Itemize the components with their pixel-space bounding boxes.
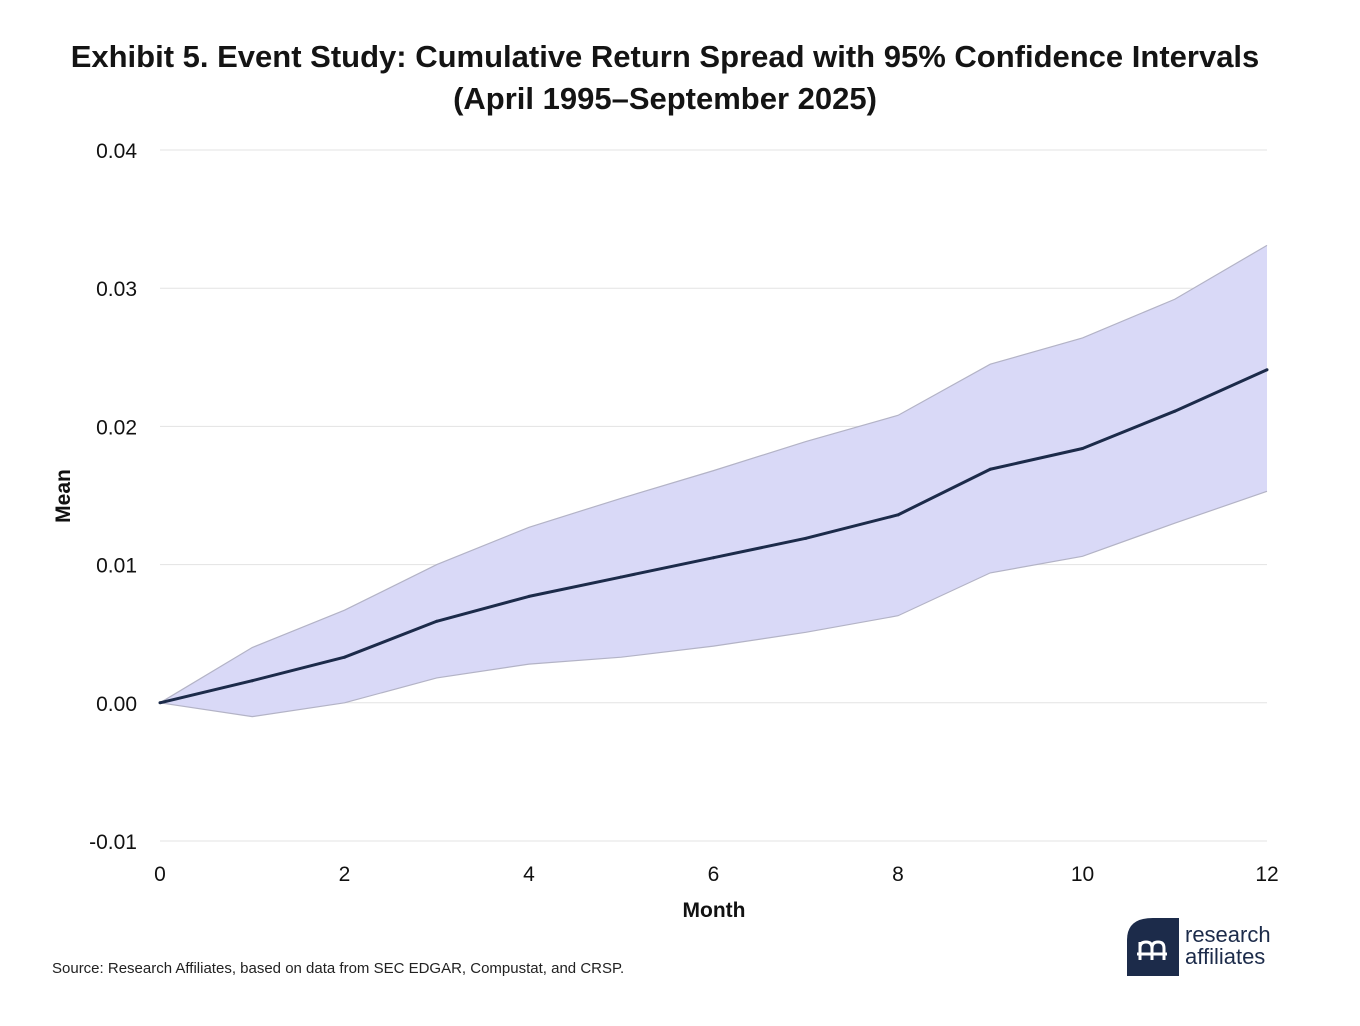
confidence-band-area [160,245,1267,717]
mean-point-7 [804,536,808,540]
x-tick-label-3: 6 [708,863,720,886]
confidence-band-layer [159,244,1268,718]
y-axis-title: Mean [52,469,75,523]
mean-point-6 [712,556,715,560]
y-tick-label-3: 0.02 [96,416,137,439]
mean-point-9 [988,467,992,471]
mean-line-layer [158,368,1269,705]
y-tick-label-0: -0.01 [89,831,137,854]
logo-mark-icon [1127,918,1179,976]
y-tick-label-1: 0.00 [96,693,137,716]
y-axis-ticks: -0.01 0.00 0.01 0.02 0.03 0.04 [89,140,137,854]
x-axis-title: Month [683,899,746,922]
y-tick-label-4: 0.03 [96,278,137,301]
mean-point-11 [1173,409,1177,413]
y-tick-label-2: 0.01 [96,555,137,578]
mean-point-2 [343,655,346,659]
x-tick-label-0: 0 [154,863,166,886]
lower-bound-line [159,490,1268,718]
event-study-chart: -0.01 0.00 0.01 0.02 0.03 0.04 0 2 4 6 8 10 12 Mean… [52,140,1279,922]
mean-point-3 [435,619,439,623]
x-tick-label-4: 8 [892,863,904,886]
x-axis-ticks: 0 2 4 6 8 10 12 [154,863,1279,886]
y-tick-label-5: 0.04 [96,140,137,163]
logo-wordmark: research affiliates [1185,924,1271,968]
research-affiliates-logo: research affiliates [1127,918,1287,976]
mean-point-10 [1081,447,1084,451]
mean-point-4 [527,594,531,598]
logo-word-2: affiliates [1185,944,1266,969]
mean-point-5 [619,575,623,579]
x-tick-label-6: 12 [1255,863,1278,886]
chart-title: Exhibit 5. Event Study: Cumulative Retur… [0,36,1330,120]
mean-point-0 [158,701,162,705]
x-tick-label-1: 2 [339,863,351,886]
mean-point-8 [896,513,900,517]
x-tick-label-5: 10 [1071,863,1094,886]
chart-title-line-1: Exhibit 5. Event Study: Cumulative Retur… [70,39,1260,74]
upper-bound-line [159,244,1268,704]
mean-point-1 [250,679,254,683]
mean-point-12 [1265,368,1269,372]
chart-title-line-2: (April 1995–September 2025) [453,81,877,116]
logo-word-1: research [1185,922,1271,947]
x-tick-label-2: 4 [523,863,535,886]
source-note: Source: Research Affiliates, based on da… [52,960,625,977]
